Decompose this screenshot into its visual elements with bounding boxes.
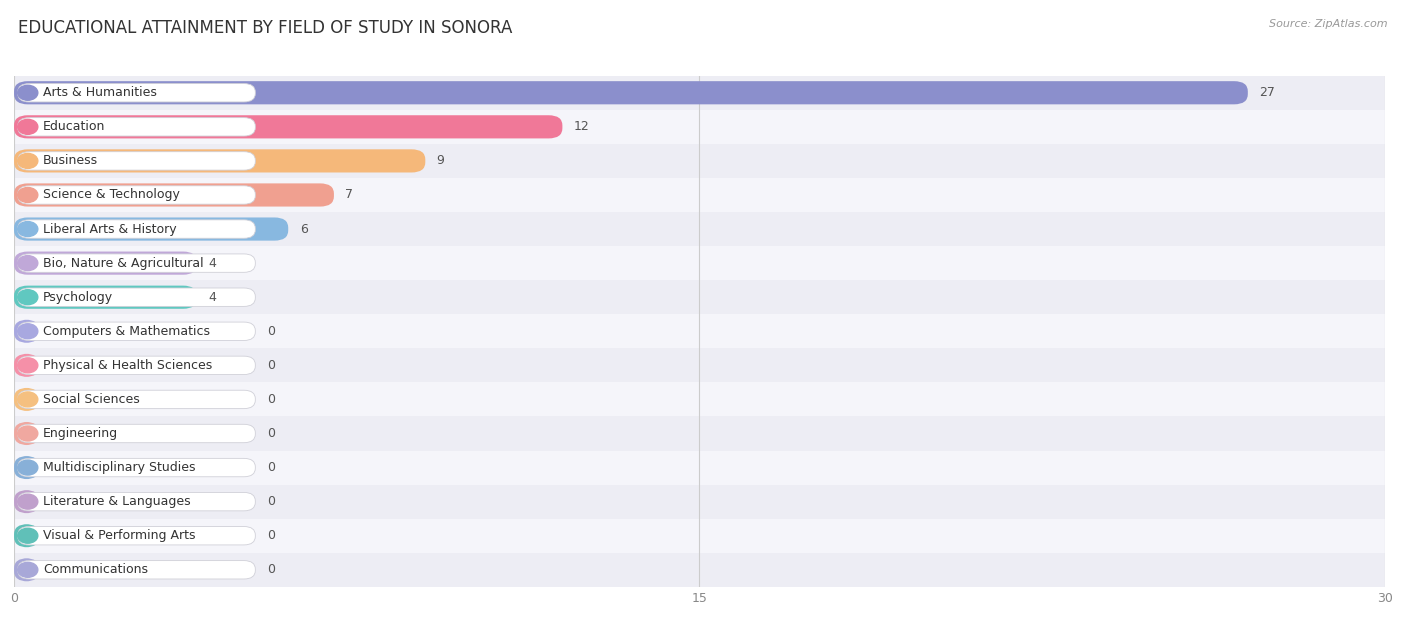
- Circle shape: [18, 221, 38, 237]
- Circle shape: [18, 392, 38, 407]
- FancyBboxPatch shape: [14, 348, 1385, 382]
- Text: Communications: Communications: [42, 563, 148, 576]
- FancyBboxPatch shape: [14, 81, 1249, 104]
- FancyBboxPatch shape: [14, 178, 1385, 212]
- FancyBboxPatch shape: [18, 390, 256, 409]
- Text: EDUCATIONAL ATTAINMENT BY FIELD OF STUDY IN SONORA: EDUCATIONAL ATTAINMENT BY FIELD OF STUDY…: [18, 19, 513, 37]
- FancyBboxPatch shape: [14, 110, 1385, 144]
- FancyBboxPatch shape: [18, 458, 256, 477]
- FancyBboxPatch shape: [14, 320, 39, 343]
- FancyBboxPatch shape: [18, 322, 256, 341]
- FancyBboxPatch shape: [14, 150, 426, 172]
- FancyBboxPatch shape: [14, 422, 39, 445]
- Text: 0: 0: [267, 529, 274, 542]
- FancyBboxPatch shape: [14, 280, 1385, 314]
- Text: 0: 0: [267, 461, 274, 474]
- FancyBboxPatch shape: [18, 560, 256, 579]
- Text: Business: Business: [42, 155, 98, 167]
- Circle shape: [18, 494, 38, 509]
- Text: Computers & Mathematics: Computers & Mathematics: [42, 325, 209, 338]
- Text: 0: 0: [267, 495, 274, 508]
- Text: Multidisciplinary Studies: Multidisciplinary Studies: [42, 461, 195, 474]
- Text: 0: 0: [267, 325, 274, 338]
- Text: Bio, Nature & Agricultural: Bio, Nature & Agricultural: [42, 257, 204, 269]
- FancyBboxPatch shape: [14, 246, 1385, 280]
- FancyBboxPatch shape: [18, 254, 256, 273]
- Circle shape: [18, 153, 38, 168]
- Circle shape: [18, 562, 38, 577]
- Text: Visual & Performing Arts: Visual & Performing Arts: [42, 529, 195, 542]
- Text: 9: 9: [437, 155, 444, 167]
- FancyBboxPatch shape: [14, 314, 1385, 348]
- Text: 7: 7: [346, 189, 353, 201]
- FancyBboxPatch shape: [14, 286, 197, 309]
- FancyBboxPatch shape: [14, 519, 1385, 553]
- Circle shape: [18, 256, 38, 271]
- Circle shape: [18, 426, 38, 441]
- FancyBboxPatch shape: [18, 356, 256, 375]
- Text: Source: ZipAtlas.com: Source: ZipAtlas.com: [1270, 19, 1388, 29]
- FancyBboxPatch shape: [14, 184, 335, 206]
- Text: 4: 4: [208, 291, 217, 304]
- FancyBboxPatch shape: [14, 218, 288, 240]
- FancyBboxPatch shape: [18, 117, 256, 136]
- Text: 27: 27: [1260, 86, 1275, 99]
- FancyBboxPatch shape: [18, 220, 256, 239]
- Circle shape: [18, 290, 38, 305]
- FancyBboxPatch shape: [14, 76, 1385, 110]
- Text: Arts & Humanities: Arts & Humanities: [42, 86, 156, 99]
- Circle shape: [18, 324, 38, 339]
- FancyBboxPatch shape: [14, 115, 562, 138]
- FancyBboxPatch shape: [14, 354, 39, 377]
- FancyBboxPatch shape: [14, 382, 1385, 416]
- Text: Education: Education: [42, 121, 105, 133]
- FancyBboxPatch shape: [18, 288, 256, 307]
- FancyBboxPatch shape: [14, 456, 39, 479]
- FancyBboxPatch shape: [14, 485, 1385, 519]
- Circle shape: [18, 187, 38, 203]
- Circle shape: [18, 460, 38, 475]
- FancyBboxPatch shape: [18, 424, 256, 443]
- Text: 12: 12: [574, 121, 589, 133]
- Text: 0: 0: [267, 563, 274, 576]
- FancyBboxPatch shape: [14, 524, 39, 547]
- FancyBboxPatch shape: [14, 558, 39, 581]
- Text: Psychology: Psychology: [42, 291, 112, 304]
- Circle shape: [18, 85, 38, 100]
- Text: Engineering: Engineering: [42, 427, 118, 440]
- FancyBboxPatch shape: [18, 526, 256, 545]
- Circle shape: [18, 358, 38, 373]
- Circle shape: [18, 528, 38, 543]
- Text: Social Sciences: Social Sciences: [42, 393, 139, 406]
- Text: Liberal Arts & History: Liberal Arts & History: [42, 223, 177, 235]
- Text: 4: 4: [208, 257, 217, 269]
- Text: 6: 6: [299, 223, 308, 235]
- FancyBboxPatch shape: [14, 490, 39, 513]
- Text: Science & Technology: Science & Technology: [42, 189, 180, 201]
- FancyBboxPatch shape: [14, 252, 197, 274]
- FancyBboxPatch shape: [14, 553, 1385, 587]
- FancyBboxPatch shape: [18, 186, 256, 204]
- Text: Physical & Health Sciences: Physical & Health Sciences: [42, 359, 212, 372]
- FancyBboxPatch shape: [14, 144, 1385, 178]
- FancyBboxPatch shape: [14, 451, 1385, 485]
- Circle shape: [18, 119, 38, 134]
- Text: 0: 0: [267, 359, 274, 372]
- FancyBboxPatch shape: [14, 416, 1385, 451]
- FancyBboxPatch shape: [18, 83, 256, 102]
- FancyBboxPatch shape: [14, 212, 1385, 246]
- Text: Literature & Languages: Literature & Languages: [42, 495, 190, 508]
- FancyBboxPatch shape: [14, 388, 39, 411]
- Text: 0: 0: [267, 427, 274, 440]
- FancyBboxPatch shape: [18, 151, 256, 170]
- FancyBboxPatch shape: [18, 492, 256, 511]
- Text: 0: 0: [267, 393, 274, 406]
